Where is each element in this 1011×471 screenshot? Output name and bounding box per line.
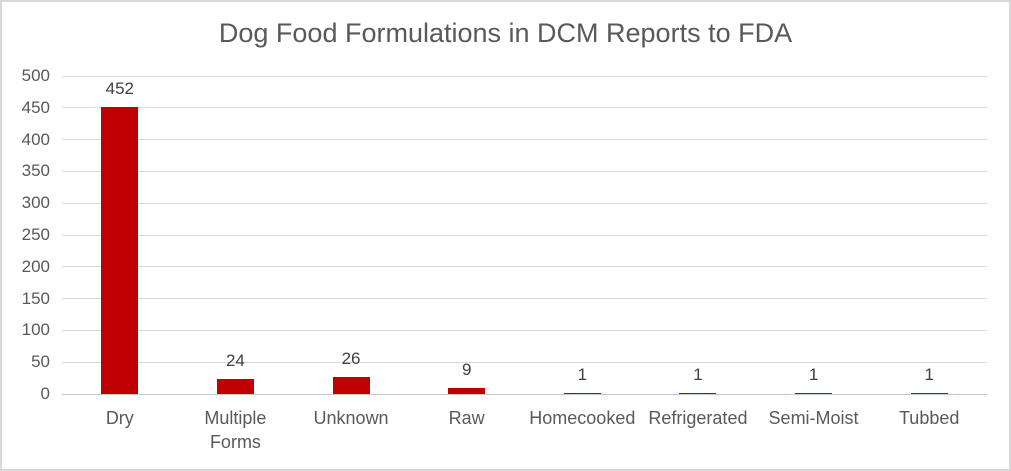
data-label: 452	[105, 78, 134, 98]
y-axis-tick-label: 200	[21, 256, 50, 276]
bar-semi-moist	[795, 393, 833, 394]
x-axis-category-label: Tubbed	[898, 408, 960, 428]
y-axis-tick-label: 100	[21, 320, 50, 340]
y-axis-tick-label: 0	[40, 384, 50, 403]
x-axis-category-label: Semi-Moist	[768, 408, 859, 428]
bar-homecooked	[563, 393, 601, 394]
x-axis: Dry Multiple Forms Unknown Raw Homecooked Ref…	[62, 406, 987, 462]
data-label: 9	[461, 360, 472, 380]
y-axis-tick-label: 250	[21, 225, 50, 244]
data-label: 1	[808, 365, 819, 385]
gridline	[62, 139, 987, 141]
gridline	[62, 298, 987, 300]
gridline	[62, 234, 987, 236]
y-axis-tick-label: 300	[21, 193, 50, 213]
x-axis-category-label: Raw	[448, 408, 485, 428]
bar-refrigerated	[679, 393, 717, 394]
x-axis-category-label: Multiple Forms	[204, 408, 267, 452]
gridline	[62, 329, 987, 331]
y-axis-tick-label: 350	[21, 161, 50, 181]
plot-area: 452 24 26 9 1 1 1 1	[62, 75, 987, 395]
x-axis-category-label: Homecooked	[529, 408, 636, 428]
x-axis-category-label: Refrigerated	[648, 408, 748, 428]
chart-title: Dog Food Formulations in DCM Reports to …	[218, 18, 793, 48]
y-axis-tick-label: 500	[21, 66, 50, 85]
x-axis-category-label: Unknown	[313, 408, 389, 428]
gridline	[62, 266, 987, 268]
bar-dry	[101, 106, 139, 394]
gridline	[62, 75, 987, 77]
bar-multiple-forms	[216, 378, 254, 394]
data-label: 1	[577, 365, 588, 385]
y-axis: 0 50 100 150 200 250 300 350 400 450 500	[2, 66, 50, 403]
y-axis-tick-label: 50	[31, 352, 50, 372]
x-axis-category-label: Dry	[105, 408, 134, 428]
gridline	[62, 170, 987, 172]
y-axis-tick-label: 450	[21, 97, 50, 117]
bar-raw	[448, 388, 486, 394]
y-axis-tick-label: 400	[21, 129, 50, 149]
data-label: 1	[693, 365, 703, 385]
data-label: 24	[225, 350, 245, 370]
gridline	[62, 107, 987, 109]
data-label: 26	[341, 349, 361, 369]
bar-tubbed	[910, 393, 948, 394]
data-label: 1	[924, 365, 934, 385]
gridline	[62, 202, 987, 204]
bar-unknown	[332, 377, 370, 394]
y-axis-tick-label: 150	[21, 288, 50, 308]
x-axis-line	[62, 394, 987, 395]
gridline	[62, 361, 987, 363]
